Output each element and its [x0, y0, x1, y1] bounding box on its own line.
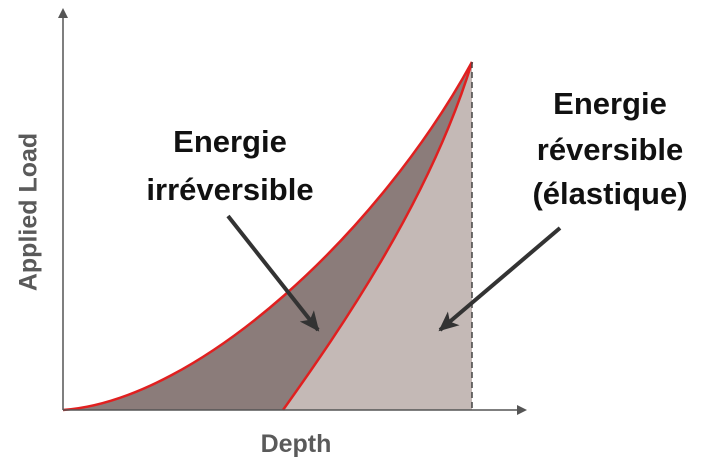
arrow-irreversible: [226, 214, 320, 332]
reversible-label-line: (élastique): [532, 176, 687, 211]
reversible-label-line: Energie: [553, 86, 667, 121]
y-axis-label: Applied Load: [15, 133, 43, 291]
reversible-label-line: réversible: [537, 132, 684, 167]
irreversible-label-line: irréversible: [146, 172, 313, 207]
irreversible-label-line: Energie: [173, 124, 287, 159]
x-axis-label: Depth: [261, 430, 332, 458]
irreversible-area: [63, 62, 472, 410]
loading-curve: [62, 61, 474, 412]
reversible-area: [283, 62, 472, 410]
arrow-reversible: [438, 226, 562, 332]
unloading-curve: [281, 61, 474, 411]
